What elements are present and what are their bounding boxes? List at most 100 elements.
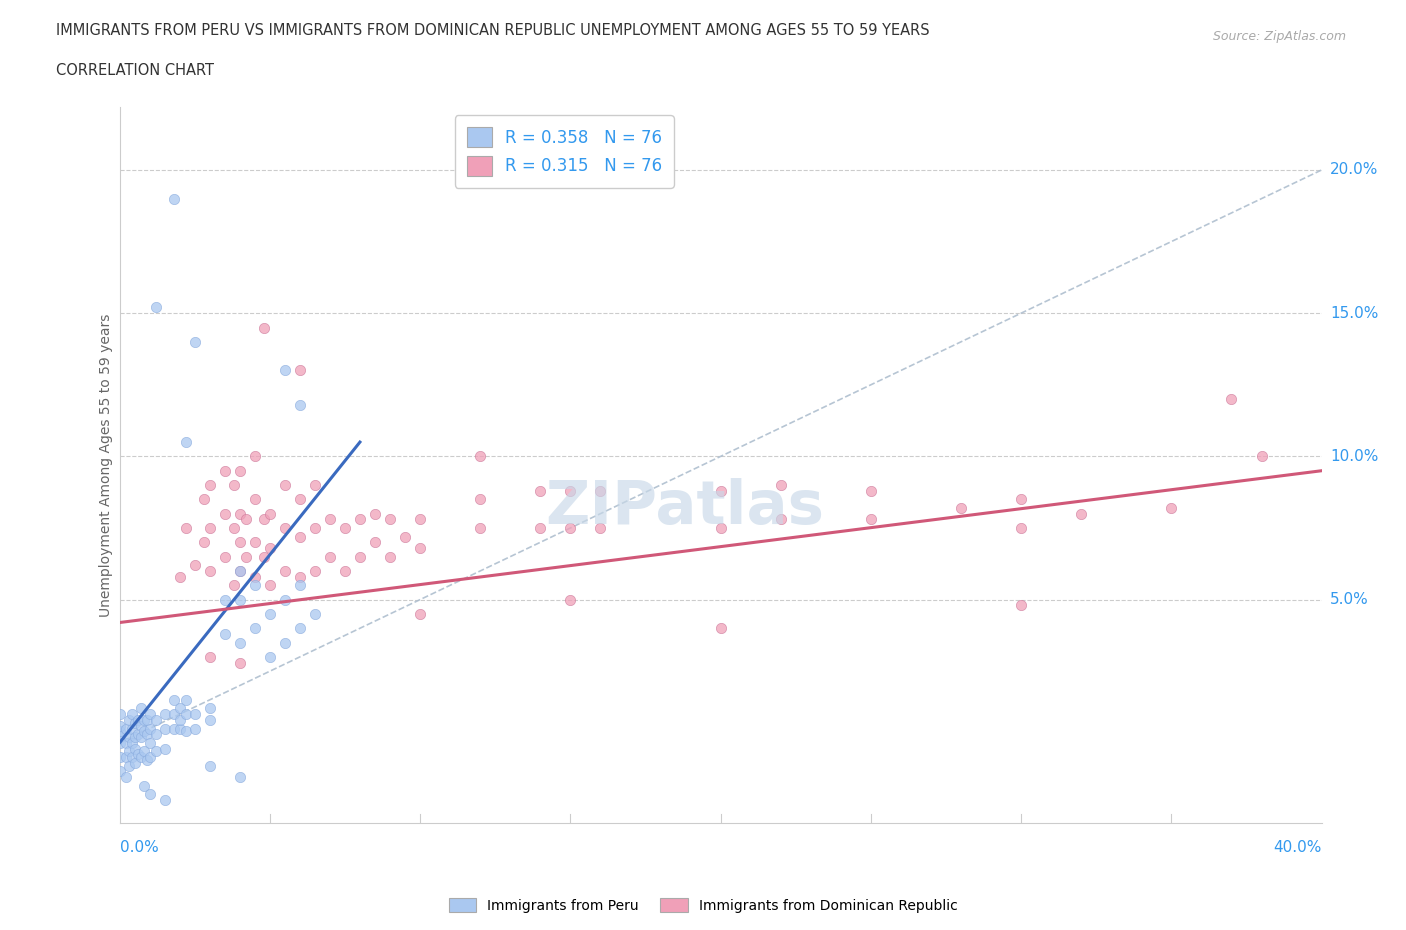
Point [214,592,236,607]
Point [129,750,152,764]
Point [228,592,252,607]
Point [259,578,281,592]
Point [145,727,167,742]
Point [198,758,221,773]
Point [108,750,131,764]
Point [228,656,252,671]
Point [124,715,146,730]
Point [243,578,266,592]
Point [193,492,215,507]
Point [214,463,236,478]
Point [243,621,266,636]
Point [138,787,160,802]
Text: ZIPatlas: ZIPatlas [546,478,824,538]
Point [274,564,297,578]
Point [235,550,257,565]
Point [132,778,155,793]
Point [114,770,136,785]
Point [132,744,155,759]
Point [304,478,326,493]
Text: 0.0%: 0.0% [120,840,159,856]
Point [364,535,387,550]
Point [114,736,136,751]
Point [108,730,131,745]
Point [349,512,371,527]
Point [1250,449,1272,464]
Point [121,750,143,764]
Point [560,484,582,498]
Point [709,621,731,636]
Point [174,707,197,722]
Point [333,564,356,578]
Point [253,512,276,527]
Point [1160,500,1182,515]
Point [198,701,221,716]
Point [124,730,146,745]
Point [162,693,184,708]
Point [214,627,236,642]
Point [183,558,205,573]
Point [274,478,297,493]
Point [409,540,432,555]
Point [288,397,311,412]
Point [288,529,311,544]
Point [228,564,252,578]
Point [560,592,582,607]
Point [589,521,612,536]
Point [121,707,143,722]
Point [114,750,136,764]
Legend: R = 0.358   N = 76, R = 0.315   N = 76: R = 0.358 N = 76, R = 0.315 N = 76 [456,115,673,188]
Point [114,721,136,736]
Point [198,521,221,536]
Point [121,721,143,736]
Point [409,606,432,621]
Point [138,750,160,764]
Point [117,730,139,745]
Point [222,578,245,592]
Point [198,478,221,493]
Point [124,755,146,770]
Point [333,521,356,536]
Point [1010,598,1032,613]
Point [378,550,401,565]
Point [769,512,792,527]
Point [349,550,371,565]
Point [769,478,792,493]
Point [228,506,252,521]
Point [169,701,191,716]
Point [259,606,281,621]
Point [132,712,155,727]
Point [127,747,149,762]
Point [138,707,160,722]
Point [259,540,281,555]
Point [222,478,245,493]
Point [1220,392,1243,406]
Point [135,712,157,727]
Point [138,736,160,751]
Point [274,635,297,650]
Point [288,363,311,378]
Point [108,764,131,779]
Point [259,506,281,521]
Point [138,721,160,736]
Point [228,463,252,478]
Point [174,693,197,708]
Point [288,621,311,636]
Text: 15.0%: 15.0% [1330,306,1378,321]
Point [117,712,139,727]
Point [1010,492,1032,507]
Point [127,712,149,727]
Point [560,521,582,536]
Point [394,529,416,544]
Point [135,727,157,742]
Point [288,569,311,584]
Point [108,736,131,751]
Point [468,521,492,536]
Point [319,512,342,527]
Point [468,449,492,464]
Point [243,449,266,464]
Point [950,500,973,515]
Point [129,730,152,745]
Point [319,550,342,565]
Point [409,512,432,527]
